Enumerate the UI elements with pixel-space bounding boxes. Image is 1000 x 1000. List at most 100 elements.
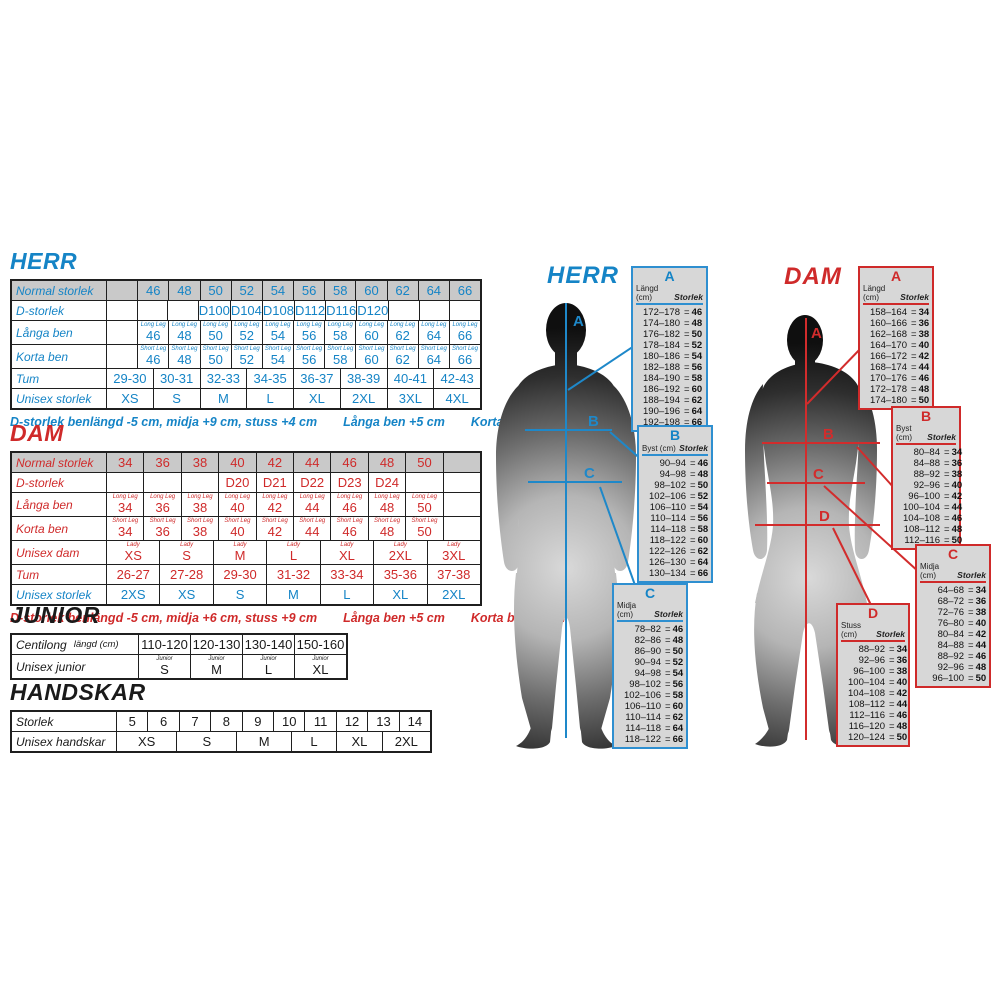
table-cell: Junior M bbox=[191, 655, 243, 678]
table-cell: Short Leg 46 bbox=[331, 517, 369, 540]
mtable-header: Midja (cm) Storlek bbox=[920, 562, 986, 583]
table-cell: 3XL bbox=[388, 389, 435, 408]
table-row: Långa ben Long Leg 46 Long Leg 48 Long Leg 50 L… bbox=[12, 321, 480, 345]
table-cell: 62 bbox=[388, 281, 419, 300]
table-cell: 33-34 bbox=[321, 565, 375, 584]
mtable-row: 114–118 = 64 bbox=[617, 723, 683, 734]
junior-section: JUNIOR Centilong längd (cm) 110-120 120-130… bbox=[10, 602, 348, 680]
mtable-size: 64 bbox=[697, 557, 709, 568]
cell-value: 44 bbox=[305, 524, 320, 539]
cell-value: 42 bbox=[267, 524, 283, 539]
mtable-header: Byst (cm) Storlek bbox=[642, 443, 708, 456]
mtable-range: 96–100 bbox=[932, 673, 964, 684]
row-label: Tum bbox=[12, 369, 107, 388]
cell-value: 58 bbox=[333, 352, 348, 367]
cell-sublabel: Long Leg bbox=[112, 494, 138, 500]
table-cell: 38 bbox=[182, 453, 220, 472]
mtable-header: Stuss (cm) Storlek bbox=[841, 621, 905, 642]
cell-value: 60 bbox=[364, 328, 379, 343]
table-cell: 14 bbox=[400, 712, 430, 731]
table-cell: Lady L bbox=[267, 541, 321, 564]
female-pointer-c bbox=[823, 485, 921, 574]
table-cell: S bbox=[177, 732, 238, 751]
mtable-range: 94–98 bbox=[634, 668, 661, 679]
table-cell: Long Leg 46 bbox=[138, 321, 170, 344]
mtable-size: 50 bbox=[975, 673, 987, 684]
mtable-size: 52 bbox=[691, 340, 703, 351]
table-cell: Long Leg 38 bbox=[182, 493, 220, 516]
cell-sublabel: Long Leg bbox=[171, 322, 197, 328]
cell-value: 2XS bbox=[120, 586, 146, 602]
cell-value: 58 bbox=[333, 328, 348, 343]
table-row: Unisex storlek XS S M L XL 2XL 3XL 4XL bbox=[12, 389, 480, 408]
equals-sign: = bbox=[968, 585, 974, 596]
mtable-letter: D bbox=[867, 605, 879, 621]
cell-value: D22 bbox=[300, 474, 325, 490]
table-cell: 34 bbox=[107, 453, 145, 472]
mtable-body: 64–68 = 34 68–72 = 36 72–76 = 38 76–80 = 40 80–84 = 42… bbox=[920, 583, 986, 684]
mtable-range: 108–112 bbox=[848, 699, 885, 710]
dam-section-title: DAM bbox=[10, 420, 64, 446]
cell-value: 38-39 bbox=[347, 370, 381, 386]
row-label-text: Normal storlek bbox=[16, 283, 94, 298]
table-cell: Junior XL bbox=[295, 655, 346, 678]
mtable-row: 94–98 = 54 bbox=[617, 668, 684, 679]
table-row: Tum 26-27 27-28 29-30 31-32 33-34 35-36 37-38 bbox=[12, 565, 480, 585]
cell-value: 33-34 bbox=[330, 566, 364, 582]
handskar-section: HANDSKAR Storlek 5 6 7 8 9 10 11 12 13 14 Unisex ha… bbox=[10, 679, 432, 753]
footnote-text: D-storlek benlängd -5 cm, midja +9 cm, s… bbox=[10, 415, 318, 429]
mtable-dam-b: B Byst (cm) Storlek 80–84 = 34 84–88 = 36 88–92 = 3… bbox=[891, 406, 963, 550]
mtable-row: 118–122 = 60 bbox=[642, 535, 708, 546]
mtable-range: 80–84 bbox=[937, 629, 964, 640]
table-cell: 52 bbox=[232, 281, 263, 300]
table-cell bbox=[444, 473, 480, 492]
table-cell: Long Leg 48 bbox=[169, 321, 201, 344]
table-cell: 42-43 bbox=[434, 369, 480, 388]
row-label: Tum bbox=[12, 565, 107, 584]
mtable-storlek-label: Storlek bbox=[654, 609, 683, 619]
mtable-row: 104–108 = 46 bbox=[896, 513, 962, 524]
mtable-row: 126–130 = 64 bbox=[642, 557, 708, 568]
mtable-row: 112–116 = 46 bbox=[841, 710, 907, 721]
table-cell: Lady M bbox=[214, 541, 268, 564]
mtable-row: 180–186 = 54 bbox=[636, 351, 703, 362]
table-cell: 32-33 bbox=[201, 369, 248, 388]
table-cell: Short Leg 40 bbox=[219, 517, 257, 540]
equals-sign: = bbox=[889, 732, 895, 743]
table-cell: Long Leg 56 bbox=[294, 321, 326, 344]
cell-sublabel: Long Leg bbox=[411, 494, 437, 500]
row-label: Unisex storlek bbox=[12, 585, 107, 604]
cell-sublabel: Short Leg bbox=[296, 346, 323, 352]
cell-value: XL bbox=[392, 586, 409, 602]
table-row: D-storlek D20 D21 D22 D23 D24 bbox=[12, 473, 480, 493]
mtable-row: 160–166 = 36 bbox=[863, 318, 929, 329]
equals-sign: = bbox=[911, 373, 917, 384]
equals-sign: = bbox=[684, 329, 690, 340]
cell-value: 52 bbox=[239, 282, 254, 298]
row-label-text: D-storlek bbox=[16, 303, 65, 318]
table-cell: Short Leg 36 bbox=[144, 517, 182, 540]
table-cell: Lady XL bbox=[321, 541, 375, 564]
mtable-row: 90–94 = 52 bbox=[617, 657, 684, 668]
mtable-size: 42 bbox=[951, 491, 963, 502]
cell-value: 56 bbox=[301, 328, 317, 343]
mtable-range: 162–168 bbox=[870, 329, 907, 340]
table-cell: 11 bbox=[305, 712, 337, 731]
mtable-size: 36 bbox=[975, 596, 987, 607]
mtable-range: 90–94 bbox=[634, 657, 661, 668]
table-cell: 34-35 bbox=[247, 369, 294, 388]
equals-sign: = bbox=[944, 535, 950, 546]
cell-value: 38 bbox=[192, 454, 208, 470]
mtable-size: 38 bbox=[951, 469, 963, 480]
equals-sign: = bbox=[690, 491, 696, 502]
mtable-size: 36 bbox=[896, 655, 908, 666]
cell-value: D100 bbox=[198, 302, 230, 318]
mtable-row: 164–170 = 40 bbox=[863, 340, 929, 351]
mtable-range: 88–92 bbox=[913, 469, 940, 480]
cell-value: 40 bbox=[230, 524, 245, 539]
cell-sublabel: Short Leg bbox=[187, 518, 214, 524]
cell-sublabel: Short Leg bbox=[451, 346, 478, 352]
mtable-size: 36 bbox=[951, 458, 963, 469]
mtable-range: 108–112 bbox=[903, 524, 940, 535]
